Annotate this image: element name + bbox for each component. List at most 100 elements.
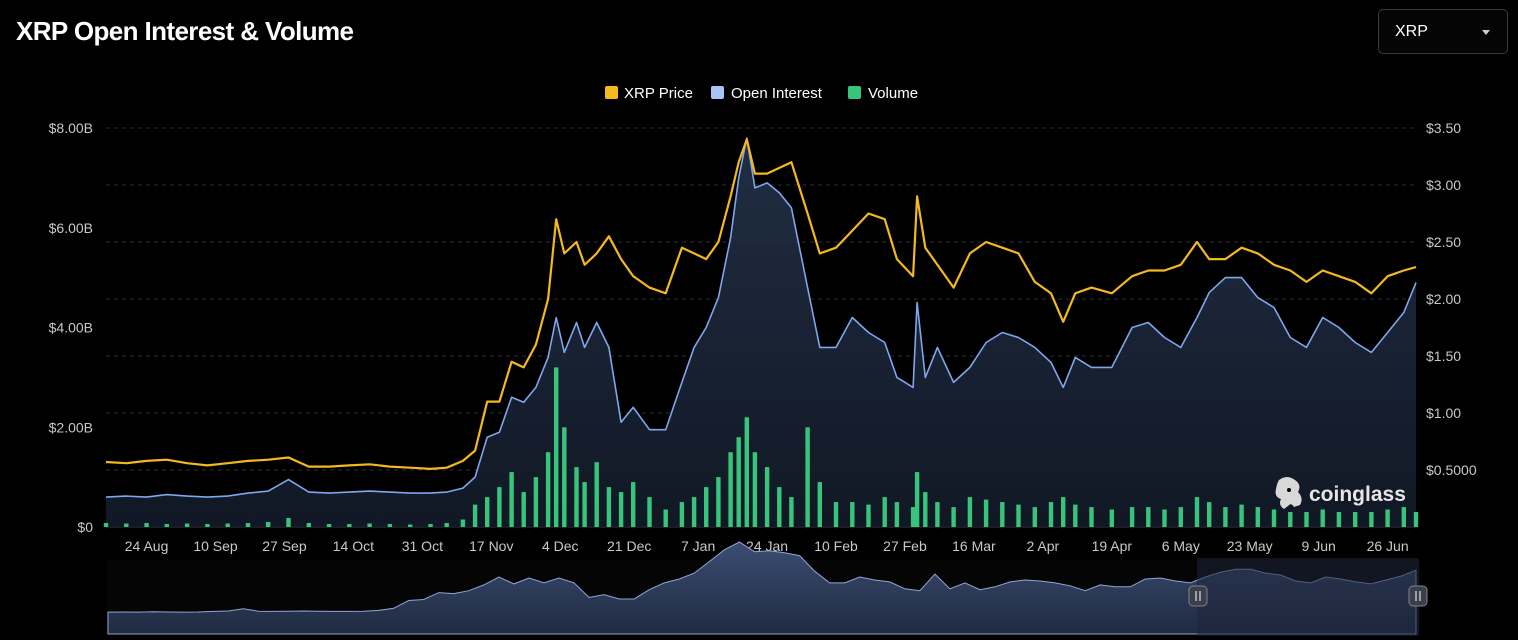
- volume-bar[interactable]: [444, 523, 449, 527]
- volume-bar[interactable]: [744, 417, 749, 527]
- volume-bar[interactable]: [472, 504, 478, 527]
- volume-bar[interactable]: [923, 492, 928, 527]
- volume-bar[interactable]: [1353, 512, 1358, 527]
- volume-bar[interactable]: [460, 519, 466, 528]
- volume-bar[interactable]: [789, 497, 794, 527]
- legend-item-price[interactable]: XRP Price: [605, 85, 693, 102]
- navigator-handle-right[interactable]: [1408, 585, 1428, 607]
- volume-bar[interactable]: [545, 452, 551, 527]
- volume-bar[interactable]: [1207, 502, 1212, 527]
- range-navigator[interactable]: [106, 541, 1428, 636]
- volume-bar[interactable]: [497, 487, 502, 527]
- volume-bar[interactable]: [367, 523, 372, 528]
- volume-bar[interactable]: [1162, 509, 1167, 528]
- volume-bar[interactable]: [1369, 512, 1374, 527]
- coin-selector[interactable]: XRP: [1378, 9, 1508, 54]
- volume-bar[interactable]: [1089, 507, 1094, 527]
- volume-bar[interactable]: [164, 524, 169, 527]
- volume-bar[interactable]: [1385, 509, 1390, 528]
- volume-bar[interactable]: [509, 472, 514, 527]
- volume-bar[interactable]: [967, 497, 973, 527]
- volume-bar[interactable]: [1320, 509, 1325, 528]
- volume-bar[interactable]: [1223, 507, 1228, 527]
- legend-item-open-interest[interactable]: Open Interest: [711, 85, 823, 102]
- volume-bar[interactable]: [1129, 507, 1135, 527]
- volume-bar[interactable]: [691, 497, 697, 527]
- volume-bar[interactable]: [1178, 507, 1183, 527]
- volume-bar[interactable]: [205, 524, 210, 527]
- volume-bar[interactable]: [850, 502, 855, 527]
- volume-bar[interactable]: [606, 487, 612, 527]
- volume-bar[interactable]: [124, 523, 129, 528]
- volume-bar[interactable]: [805, 427, 810, 528]
- volume-bar[interactable]: [1146, 507, 1151, 527]
- volume-bar[interactable]: [387, 524, 393, 527]
- volume-bar[interactable]: [428, 524, 433, 527]
- volume-bar[interactable]: [326, 524, 332, 527]
- volume-bar[interactable]: [1000, 502, 1005, 527]
- volume-bar[interactable]: [1336, 512, 1342, 527]
- volume-bar[interactable]: [594, 462, 599, 527]
- volume-bar[interactable]: [533, 477, 539, 527]
- volume-bar[interactable]: [777, 487, 782, 527]
- volume-bar[interactable]: [521, 492, 526, 527]
- volume-bar[interactable]: [266, 522, 271, 527]
- volume-bar[interactable]: [833, 502, 839, 527]
- volume-bar[interactable]: [983, 499, 989, 527]
- navigator-handle-left[interactable]: [1188, 585, 1208, 607]
- volume-bar[interactable]: [574, 467, 579, 527]
- volume-bar[interactable]: [1016, 504, 1021, 527]
- volume-bar[interactable]: [144, 523, 149, 527]
- volume-bar[interactable]: [245, 523, 251, 527]
- volume-bar[interactable]: [647, 497, 652, 527]
- volume-bar[interactable]: [1413, 512, 1419, 527]
- volume-bar[interactable]: [736, 437, 741, 527]
- volume-bar[interactable]: [951, 507, 956, 527]
- volume-bar[interactable]: [704, 487, 709, 527]
- volume-bar[interactable]: [935, 502, 940, 527]
- volume-bar[interactable]: [663, 509, 668, 528]
- legend-item-volume[interactable]: Volume: [848, 85, 918, 102]
- volume-bar[interactable]: [1304, 512, 1309, 527]
- volume-bar[interactable]: [764, 467, 770, 527]
- volume-bar[interactable]: [914, 472, 920, 527]
- volume-bar[interactable]: [554, 367, 559, 527]
- volume-bar[interactable]: [306, 523, 311, 527]
- volume-bar[interactable]: [347, 524, 352, 527]
- volume-bar[interactable]: [286, 518, 291, 527]
- volume-bar[interactable]: [752, 452, 758, 527]
- volume-bar[interactable]: [1194, 497, 1200, 527]
- volume-bar[interactable]: [184, 523, 190, 528]
- volume-bar[interactable]: [882, 497, 887, 527]
- volume-bar[interactable]: [1239, 504, 1244, 527]
- xrp-price-line[interactable]: [105, 138, 1417, 470]
- volume-bar[interactable]: [582, 482, 587, 527]
- legend-swatch-volume: [848, 86, 861, 99]
- volume-bar[interactable]: [817, 482, 822, 527]
- volume-bar[interactable]: [1288, 512, 1293, 527]
- volume-bar[interactable]: [728, 452, 733, 527]
- x-tick-label: 6 May: [1162, 538, 1200, 554]
- volume-bar[interactable]: [1255, 507, 1260, 527]
- volume-bar[interactable]: [562, 427, 567, 528]
- volume-bar[interactable]: [894, 502, 900, 527]
- volume-bar[interactable]: [1073, 504, 1078, 527]
- volume-bar[interactable]: [618, 492, 624, 527]
- volume-bar[interactable]: [679, 502, 685, 527]
- volume-bar[interactable]: [225, 523, 230, 528]
- volume-bar[interactable]: [1061, 497, 1066, 527]
- volume-bar[interactable]: [1048, 502, 1054, 527]
- volume-bar[interactable]: [631, 482, 636, 527]
- volume-bar[interactable]: [1401, 507, 1406, 527]
- volume-bar[interactable]: [103, 523, 109, 527]
- volume-bar[interactable]: [1032, 507, 1037, 527]
- open-interest-line[interactable]: [105, 137, 1417, 498]
- volume-bar[interactable]: [1109, 509, 1114, 528]
- volume-bar[interactable]: [485, 497, 490, 527]
- volume-bar[interactable]: [716, 477, 721, 527]
- navigator-selected-window[interactable]: [1197, 558, 1419, 636]
- volume-bar[interactable]: [408, 524, 413, 528]
- volume-bar[interactable]: [866, 504, 871, 527]
- volume-bar[interactable]: [910, 507, 916, 527]
- volume-bar[interactable]: [1271, 509, 1277, 528]
